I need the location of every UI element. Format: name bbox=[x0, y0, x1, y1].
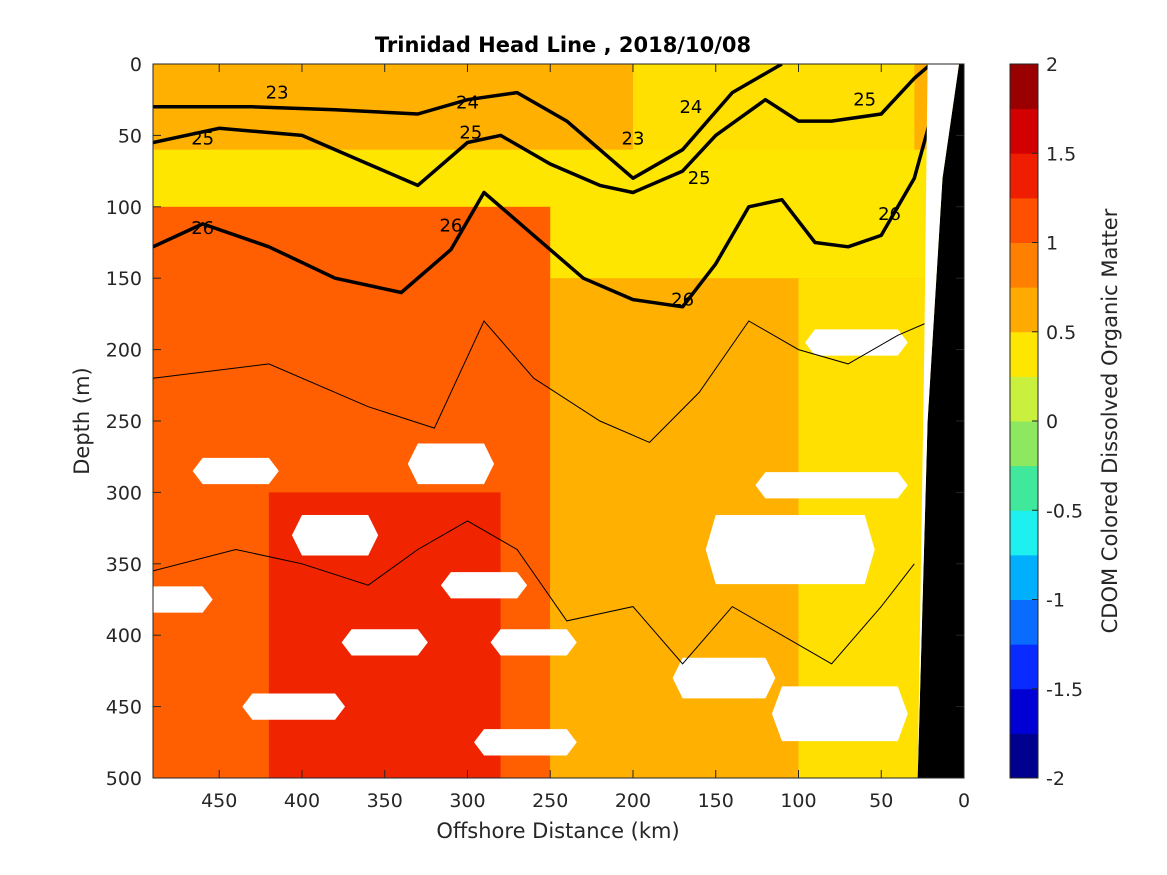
missing-data-gap bbox=[153, 586, 213, 613]
x-tick-label: 400 bbox=[284, 790, 320, 812]
contour-label: 25 bbox=[459, 123, 482, 144]
missing-data-gap bbox=[490, 629, 577, 656]
colorbar-segment bbox=[1010, 153, 1038, 199]
missing-data-gap bbox=[440, 572, 528, 599]
x-tick-label: 200 bbox=[615, 790, 651, 812]
y-tick-label: 100 bbox=[106, 197, 142, 219]
missing-data-gap bbox=[474, 729, 577, 756]
missing-data-gap bbox=[192, 457, 279, 485]
colorbar-tick-label: 1 bbox=[1046, 233, 1058, 255]
x-axis-label: Offshore Distance (km) bbox=[436, 819, 679, 843]
colorbar-segment bbox=[1010, 421, 1038, 467]
colorbar-tick-label: -1 bbox=[1046, 590, 1065, 612]
y-tick-label: 250 bbox=[106, 411, 142, 433]
contour-label: 23 bbox=[622, 128, 645, 149]
contour-label: 24 bbox=[679, 97, 702, 118]
colorbar-segment bbox=[1010, 554, 1038, 600]
x-tick-label: 100 bbox=[780, 790, 816, 812]
chart-title: Trinidad Head Line , 2018/10/08 bbox=[375, 33, 751, 57]
colorbar-segment bbox=[1010, 108, 1038, 154]
missing-data-gap bbox=[755, 472, 908, 499]
land-mask-shape bbox=[917, 64, 964, 778]
coast-white-band bbox=[917, 64, 960, 778]
missing-data-gap bbox=[771, 686, 908, 742]
x-tick-label: 50 bbox=[869, 790, 893, 812]
colorbar-segment bbox=[1010, 733, 1038, 779]
missing-data-gaps bbox=[153, 329, 908, 756]
land-mask bbox=[917, 64, 964, 778]
minor-contour-line bbox=[153, 320, 932, 443]
colorbar-segment bbox=[1010, 465, 1038, 511]
x-tick-label: 300 bbox=[449, 790, 485, 812]
y-tick-label: 0 bbox=[130, 54, 142, 76]
y-tick-label: 300 bbox=[106, 482, 142, 504]
colorbar-segment bbox=[1010, 644, 1038, 690]
x-tick-label: 150 bbox=[698, 790, 734, 812]
missing-data-gap bbox=[805, 329, 908, 356]
contour-label: 24 bbox=[456, 93, 479, 114]
colorbar-segment bbox=[1010, 64, 1038, 110]
colorbar: 2 1.5 1 0.5 0 -0.5 -1 -1.5 -2 bbox=[1009, 54, 1083, 790]
contour-label: 26 bbox=[671, 290, 694, 311]
colorbar-tick-label: -0.5 bbox=[1046, 500, 1083, 522]
colorbar-segment bbox=[1010, 376, 1038, 422]
missing-data-gap bbox=[407, 443, 495, 485]
missing-data-gap bbox=[291, 514, 379, 556]
missing-data-gap bbox=[242, 693, 346, 720]
y-tick-label: 200 bbox=[106, 340, 142, 362]
major-contour-line bbox=[153, 117, 933, 309]
contour-label: 25 bbox=[191, 128, 214, 149]
missing-data-gap bbox=[341, 629, 428, 656]
colorbar-segment bbox=[1010, 331, 1038, 377]
x-tick-label: 350 bbox=[367, 790, 403, 812]
colorbar-segment bbox=[1010, 599, 1038, 645]
y-tick-label: 500 bbox=[106, 768, 142, 790]
colorbar-tick-label: -1.5 bbox=[1046, 679, 1083, 701]
y-tick-label: 350 bbox=[106, 554, 142, 576]
x-axis-ticks: 450 400 350 300 250 200 150 100 50 0 bbox=[201, 64, 970, 812]
colorbar-tick-label: 0 bbox=[1046, 411, 1058, 433]
y-axis-ticks: 0 50 100 150 200 250 300 350 400 450 500 bbox=[106, 54, 964, 790]
x-tick-label: 250 bbox=[532, 790, 568, 812]
plot-area: 23 24 23 24 25 25 25 25 26 26 26 26 bbox=[153, 64, 964, 778]
major-contours bbox=[153, 64, 933, 309]
contour-label: 26 bbox=[878, 204, 901, 225]
y-tick-label: 450 bbox=[106, 697, 142, 719]
colorbar-tick-label: -2 bbox=[1046, 768, 1065, 790]
x-tick-label: 450 bbox=[201, 790, 237, 812]
minor-contour-line bbox=[153, 520, 915, 665]
colorbar-tick-label: 2 bbox=[1046, 54, 1058, 76]
y-tick-label: 150 bbox=[106, 268, 142, 290]
colorbar-tick-label: 1.5 bbox=[1046, 143, 1076, 165]
contour-label: 25 bbox=[688, 168, 711, 189]
colorbar-segment bbox=[1010, 242, 1038, 288]
missing-data-gap bbox=[705, 514, 875, 585]
colorbar-segment bbox=[1010, 688, 1038, 734]
colorbar-segment bbox=[1010, 510, 1038, 556]
y-tick-label: 50 bbox=[118, 125, 142, 147]
colorbar-tick-label: 0.5 bbox=[1046, 322, 1076, 344]
x-tick-label: 0 bbox=[958, 790, 970, 812]
major-contour-line bbox=[153, 64, 933, 195]
contour-label: 26 bbox=[191, 218, 214, 239]
major-contour-line bbox=[153, 64, 783, 180]
contour-label: 26 bbox=[439, 215, 462, 236]
y-tick-label: 400 bbox=[106, 625, 142, 647]
colorbar-segment bbox=[1010, 287, 1038, 333]
contour-labels: 23 24 23 24 25 25 25 25 26 26 26 26 bbox=[191, 83, 901, 311]
colorbar-segment bbox=[1010, 197, 1038, 243]
minor-contours bbox=[153, 320, 932, 665]
colorbar-label: CDOM Colored Dissolved Organic Matter bbox=[1098, 208, 1122, 633]
missing-data-gap bbox=[672, 657, 776, 699]
y-axis-label: Depth (m) bbox=[70, 367, 94, 474]
contour-label: 23 bbox=[266, 83, 289, 104]
contour-label: 25 bbox=[853, 90, 876, 111]
